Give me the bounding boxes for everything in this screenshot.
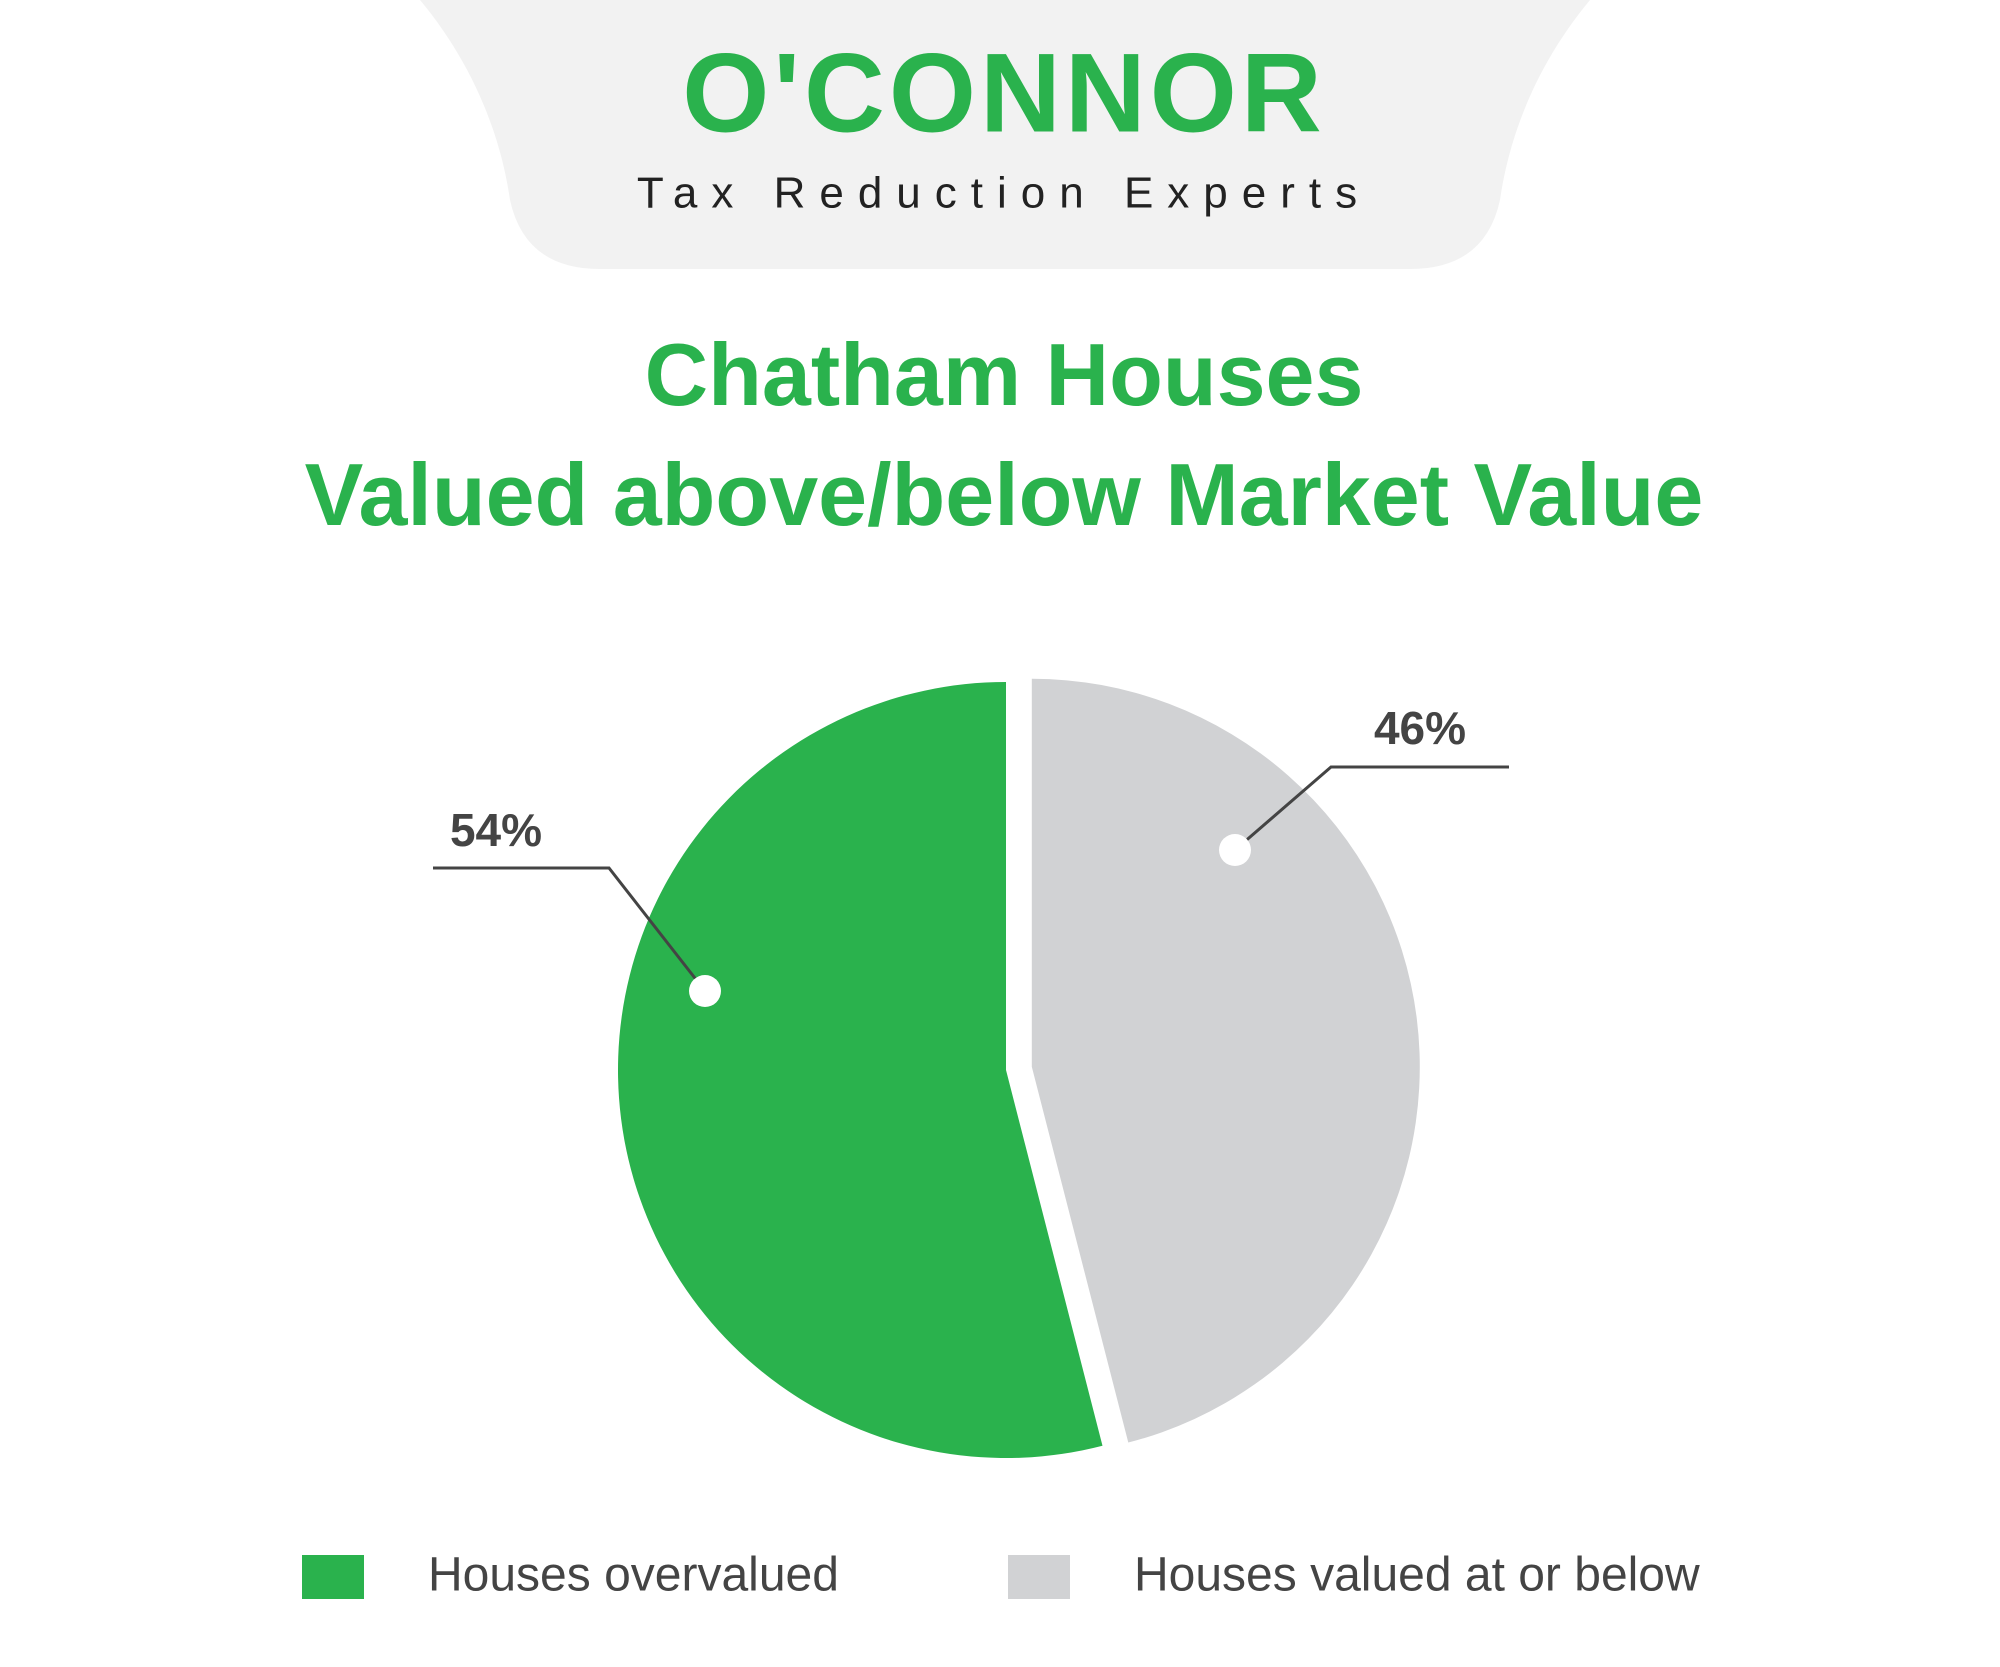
pie-slice	[1031, 678, 1420, 1443]
chart-title: Chatham Houses Valued above/below Market …	[305, 325, 1704, 544]
data-label: 46%	[1374, 702, 1466, 754]
leader-line	[433, 866, 707, 992]
logo-tagline: Tax Reduction Experts	[637, 169, 1371, 218]
legend-label: Houses valued at or below	[1134, 1549, 1700, 1602]
legend-swatch	[1008, 1555, 1070, 1599]
data-label: 54%	[450, 804, 542, 856]
pie-slice	[617, 682, 1103, 1458]
header-panel	[420, 0, 1590, 269]
leader-dot	[1219, 834, 1251, 866]
leader-dot	[689, 975, 721, 1007]
logo-name: O'CONNOR	[682, 31, 1326, 156]
legend-label: Houses overvalued	[428, 1549, 839, 1602]
legend-swatch	[302, 1555, 364, 1599]
leader-line	[1234, 765, 1509, 852]
